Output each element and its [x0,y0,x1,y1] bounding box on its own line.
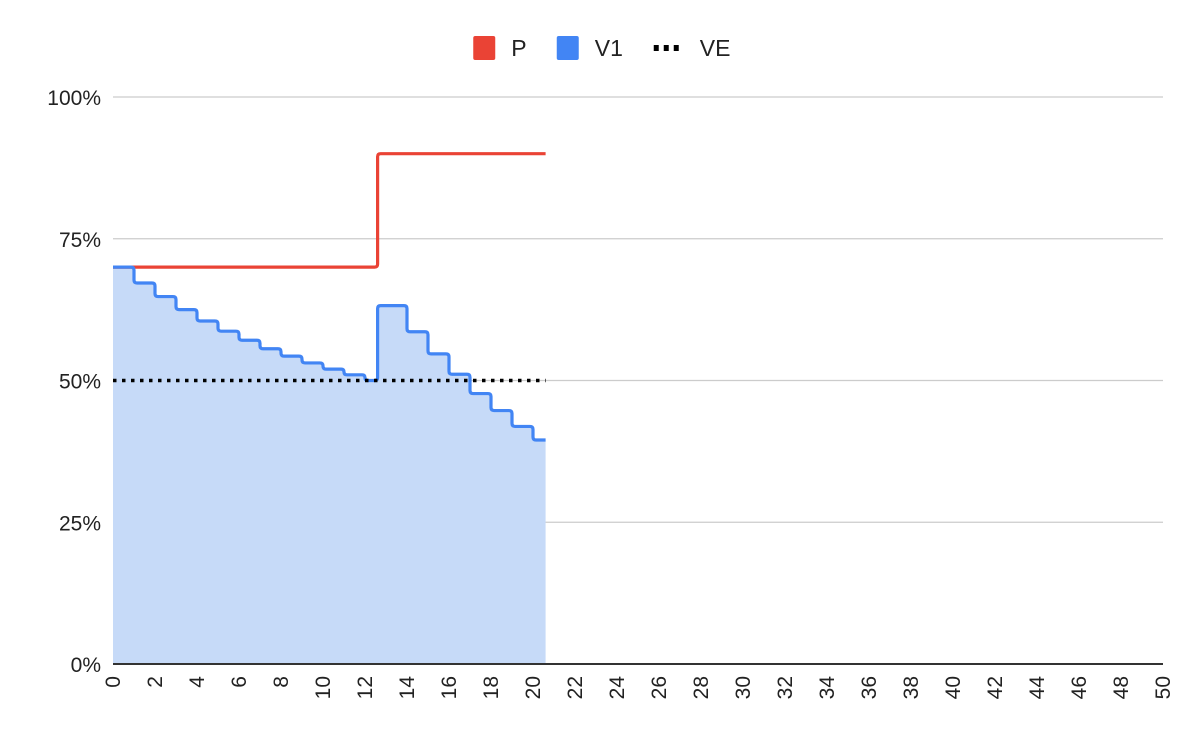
x-tick-label: 6 [228,676,251,688]
series-line-p [113,152,546,269]
x-tick-label: 40 [942,676,965,699]
x-tick-label: 32 [774,676,797,699]
legend-label: V1 [595,35,623,61]
x-tick-label: 48 [1110,676,1133,699]
x-tick-label: 20 [522,676,545,699]
x-tick-label: 8 [270,676,293,688]
series-lines [113,152,546,442]
y-tick-label: 100% [47,87,101,110]
x-tick-label: 38 [900,676,923,699]
legend-item-ve[interactable]: VE [653,35,731,61]
x-tick-label: 36 [858,676,881,699]
legend-label: VE [700,35,731,61]
x-tick-label: 50 [1152,676,1175,699]
x-tick-label: 18 [480,676,503,699]
series-line-v1 [113,265,546,442]
x-tick-label: 24 [606,676,629,700]
legend: P V1 VE [473,35,730,61]
x-tick-label: 30 [732,676,755,699]
x-tick-label: 22 [564,676,587,699]
x-tick-label: 42 [984,676,1007,699]
x-tick-label: 26 [648,676,671,699]
legend-dot-marker [663,45,669,51]
legend-dot-marker [653,45,659,51]
legend-item-p[interactable]: P [473,35,527,61]
x-tick-label: 0 [102,676,125,688]
legend-swatch [473,36,496,60]
x-tick-label: 34 [816,676,839,700]
x-tick-label: 14 [396,676,419,700]
legend-swatch [556,36,579,60]
legend-item-v1[interactable]: V1 [556,35,623,61]
axes: 0%25%50%75%100%0 2 4 6 8 10 12 14 16 18 20 22 24 26 28… [47,87,1175,699]
legend-label: P [511,35,526,61]
area-fill-v1 [113,267,546,664]
y-tick-label: 75% [59,229,101,252]
y-tick-label: 50% [59,371,101,394]
x-tick-label: 28 [690,676,713,699]
x-tick-label: 12 [354,676,377,699]
y-tick-label: 25% [59,512,101,535]
x-tick-label: 46 [1068,676,1091,699]
x-tick-label: 44 [1026,676,1049,700]
x-tick-label: 10 [312,676,335,699]
y-tick-label: 0% [71,654,101,677]
legend-dot-marker [673,45,679,51]
x-tick-label: 2 [144,676,167,688]
x-tick-label: 16 [438,676,461,699]
x-tick-label: 4 [186,676,209,688]
area-fills [113,267,546,664]
